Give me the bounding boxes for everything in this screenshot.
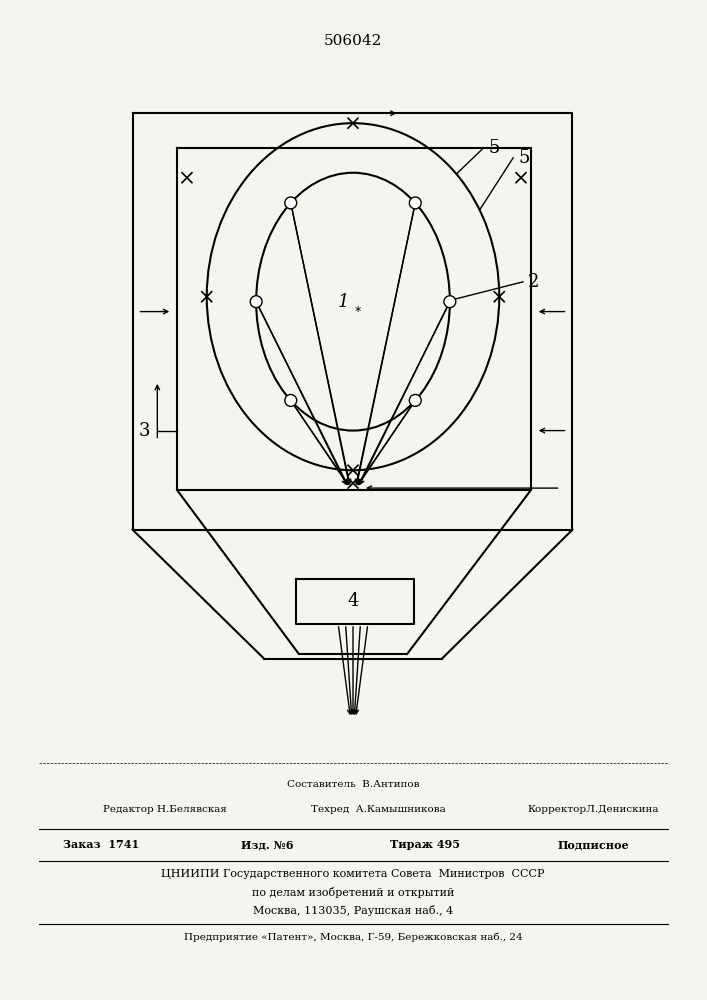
- Text: Редактор Н.Белявская: Редактор Н.Белявская: [103, 805, 227, 814]
- Text: 2: 2: [528, 273, 539, 291]
- Circle shape: [409, 394, 421, 406]
- Circle shape: [285, 394, 297, 406]
- Text: 5: 5: [518, 149, 530, 167]
- Text: Подписное: Подписное: [558, 839, 629, 850]
- Text: Составитель  В.Антипов: Составитель В.Антипов: [287, 780, 419, 789]
- Text: Изд. №6: Изд. №6: [241, 839, 294, 850]
- Text: *: *: [355, 305, 361, 318]
- Text: 506042: 506042: [324, 34, 382, 48]
- Text: Предприятие «Патент», Москва, Г-59, Бережковская наб., 24: Предприятие «Патент», Москва, Г-59, Бере…: [184, 932, 522, 942]
- Text: ЦНИИПИ Государственного комитета Совета  Министров  СССР: ЦНИИПИ Государственного комитета Совета …: [161, 869, 545, 879]
- Circle shape: [409, 197, 421, 209]
- Circle shape: [444, 296, 456, 308]
- Text: по делам изобретений и открытий: по делам изобретений и открытий: [252, 887, 454, 898]
- Text: 3: 3: [139, 422, 151, 440]
- Text: Москва, 113035, Раушская наб., 4: Москва, 113035, Раушская наб., 4: [253, 905, 453, 916]
- Text: Тираж 495: Тираж 495: [390, 839, 460, 850]
- Text: 5: 5: [489, 139, 500, 157]
- Text: 4: 4: [347, 592, 358, 610]
- Text: КорректорЛ.Денискина: КорректорЛ.Денискина: [528, 805, 660, 814]
- Text: Техред  А.Камышникова: Техред А.Камышникова: [310, 805, 445, 814]
- Circle shape: [285, 197, 297, 209]
- Circle shape: [250, 296, 262, 308]
- Text: 1: 1: [337, 293, 349, 311]
- Text: Заказ  1741: Заказ 1741: [64, 839, 139, 850]
